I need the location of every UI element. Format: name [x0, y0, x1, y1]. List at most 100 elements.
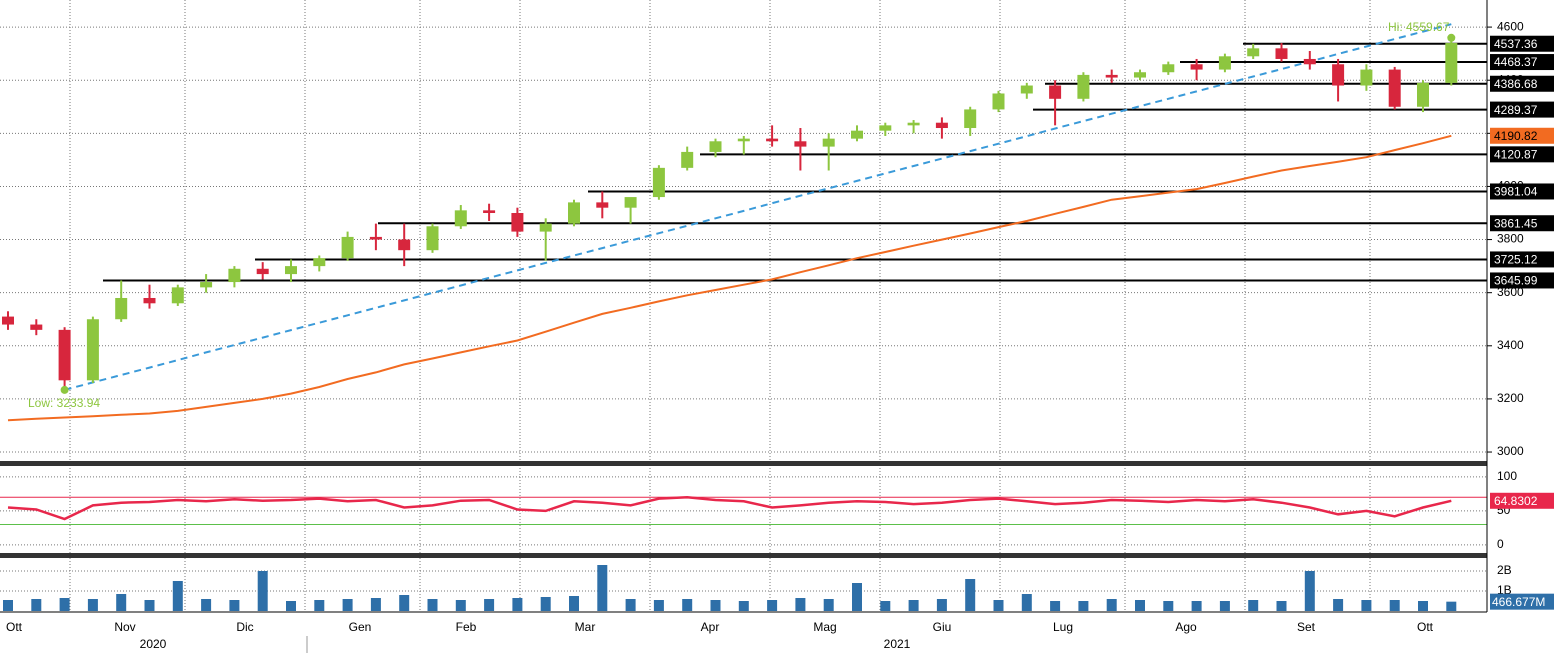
candle-body	[907, 122, 920, 126]
month-label: Lug	[1053, 620, 1073, 634]
rsi-tag	[1490, 492, 1554, 509]
volume-bar	[965, 579, 976, 611]
candle-body	[1417, 82, 1429, 107]
candle-body	[369, 236, 382, 240]
candle-body	[115, 297, 128, 320]
level-tag	[1490, 101, 1554, 118]
candle-body	[86, 319, 99, 381]
volume-bar	[1191, 601, 1202, 611]
volume-bar	[342, 599, 353, 611]
volume-bar	[1389, 600, 1400, 611]
volume-bar	[1078, 601, 1089, 611]
candle-body	[964, 109, 977, 129]
volume-bar	[229, 600, 240, 611]
volume-bar	[59, 598, 70, 611]
candle-body	[681, 151, 694, 168]
candle-body	[1162, 64, 1175, 73]
month-label: Set	[1297, 620, 1316, 634]
level-tag-label: 3861.45	[1494, 216, 1538, 230]
volume-bar	[569, 596, 579, 611]
candle-body	[483, 210, 496, 214]
volume-bar	[399, 595, 410, 611]
candle-body	[794, 141, 807, 147]
y-tick-label: 3800	[1497, 232, 1524, 246]
volume-bar	[1418, 601, 1428, 611]
month-label: Ago	[1175, 620, 1197, 634]
volume-bar	[512, 598, 523, 611]
candle-body	[454, 210, 467, 227]
volume-bar	[1248, 600, 1259, 611]
month-label: Giu	[933, 620, 952, 634]
volume-bar	[682, 599, 693, 611]
candle-body	[285, 266, 297, 275]
candle-body	[992, 93, 1005, 110]
candle-body	[1218, 56, 1231, 70]
candle-body	[341, 236, 354, 259]
ma-tag-label: 4190.82	[1494, 129, 1538, 143]
candle-body	[200, 282, 213, 288]
volume-bar	[880, 601, 891, 611]
level-tag-label: 4120.87	[1494, 148, 1538, 162]
month-label: Mag	[813, 620, 836, 634]
y-tick-label: 3200	[1497, 391, 1524, 405]
level-tag-label: 4386.68	[1494, 77, 1538, 91]
candle-body	[1077, 74, 1090, 99]
volume-bar	[823, 599, 834, 611]
volume-bar	[484, 599, 495, 611]
volume-bar	[370, 598, 381, 611]
candle-body	[313, 258, 326, 267]
volume-bar	[993, 600, 1004, 611]
month-label: Mar	[575, 620, 596, 634]
high-marker	[1447, 33, 1456, 42]
candle-body	[511, 213, 524, 232]
volume-bar	[455, 600, 466, 611]
volume-tick-label: 2B	[1497, 563, 1512, 577]
moving-average-line	[7, 134, 1452, 422]
volume-bar	[1135, 600, 1145, 611]
level-tag	[1490, 251, 1554, 268]
plot-layer: Hi: 4559.67 Low: 3233.94	[2, 20, 1487, 611]
volume-bar	[201, 599, 212, 611]
volume-bar	[710, 600, 721, 611]
month-label: Ott	[1417, 620, 1434, 634]
volume-bar	[1021, 594, 1032, 611]
candle-body	[737, 138, 750, 142]
candle-body	[568, 202, 580, 224]
level-tag	[1490, 215, 1554, 232]
candle-body	[2, 316, 14, 325]
volume-bar	[1446, 601, 1457, 611]
volume-bar	[1333, 599, 1344, 611]
volume-bar	[653, 600, 664, 611]
candle-body	[1049, 85, 1062, 99]
candle-body	[596, 202, 609, 208]
candle-body	[1134, 72, 1146, 78]
low-marker	[60, 385, 69, 394]
volume-bar	[3, 600, 13, 611]
tag-layer: 4537.36 4468.37 4386.68 4289.37 4120.87 3981.…	[6, 35, 1554, 651]
candle-body	[1105, 74, 1118, 78]
candle-body	[851, 130, 863, 139]
volume-bar	[908, 600, 919, 611]
level-tag	[1490, 146, 1554, 163]
candle-body	[1020, 85, 1033, 94]
high-annotation: Hi: 4559.67	[1388, 20, 1450, 34]
rsi-tick-label: 0	[1497, 537, 1504, 551]
level-tag	[1490, 183, 1554, 200]
volume-bar	[144, 600, 155, 611]
panel-separator	[0, 553, 1487, 558]
y-tick-label: 3400	[1497, 338, 1524, 352]
level-tag-label: 3981.04	[1494, 185, 1538, 199]
candle-body	[228, 268, 241, 283]
volume-bar	[852, 583, 862, 611]
level-tag-label: 3725.12	[1494, 253, 1538, 267]
volume-bar	[1276, 601, 1287, 611]
candle-body	[171, 287, 184, 304]
month-label: Apr	[701, 620, 720, 634]
y-tick-label: 4600	[1497, 19, 1524, 33]
volume-bar	[116, 594, 127, 611]
level-tag-label: 3645.99	[1494, 274, 1538, 288]
level-tag	[1490, 75, 1554, 92]
month-label: Ott	[6, 620, 23, 634]
volume-bar	[1163, 601, 1174, 611]
